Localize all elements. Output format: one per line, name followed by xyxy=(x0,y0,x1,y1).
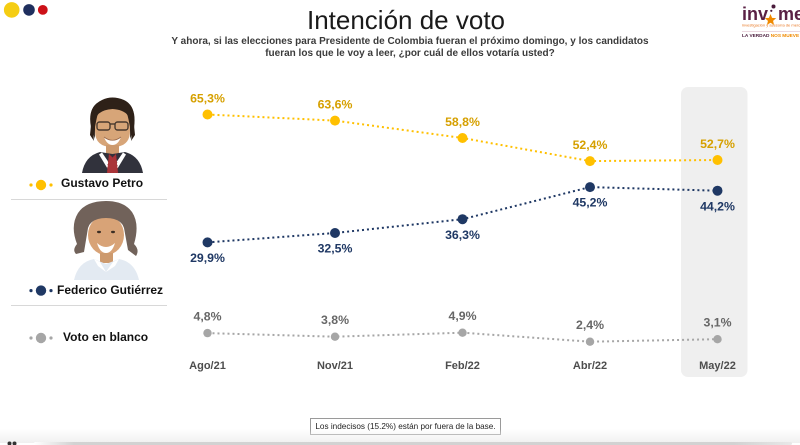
svg-text:3,8%: 3,8% xyxy=(321,313,349,327)
svg-text:Abr/22: Abr/22 xyxy=(573,360,607,372)
svg-text:63,6%: 63,6% xyxy=(318,98,353,112)
svg-text:May/22: May/22 xyxy=(699,360,736,372)
svg-text:36,3%: 36,3% xyxy=(445,228,480,242)
svg-text:32,5%: 32,5% xyxy=(318,242,353,256)
svg-text:Feb/22: Feb/22 xyxy=(445,360,480,372)
svg-text:Nov/21: Nov/21 xyxy=(317,360,353,372)
svg-text:44,2%: 44,2% xyxy=(700,199,735,213)
svg-text:4,9%: 4,9% xyxy=(448,309,476,323)
svg-text:29,9%: 29,9% xyxy=(190,251,225,265)
svg-text:52,4%: 52,4% xyxy=(573,138,608,152)
svg-text:Ago/21: Ago/21 xyxy=(189,360,226,372)
svg-text:52,7%: 52,7% xyxy=(700,137,735,151)
svg-text:4,8%: 4,8% xyxy=(193,310,221,324)
svg-text:2,4%: 2,4% xyxy=(576,318,604,332)
svg-text:45,2%: 45,2% xyxy=(573,196,608,210)
svg-text:3,1%: 3,1% xyxy=(703,316,731,330)
svg-text:58,8%: 58,8% xyxy=(445,115,480,129)
svg-text:65,3%: 65,3% xyxy=(190,92,225,106)
